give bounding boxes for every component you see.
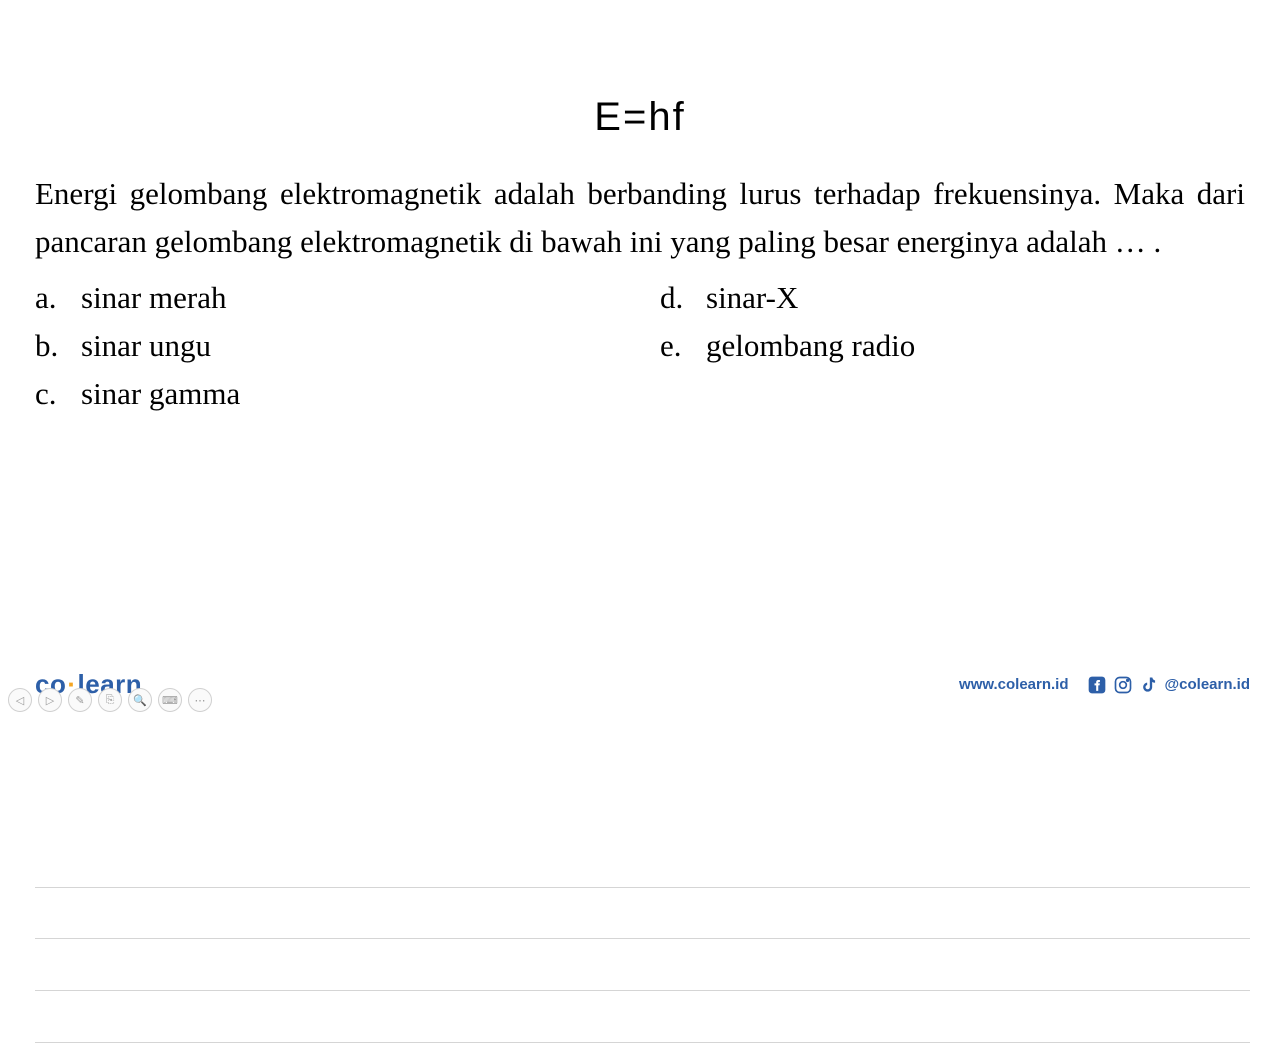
nav-keyboard-button[interactable]: ⌨ [158, 688, 182, 712]
option-label: b. [35, 322, 81, 370]
option-text: sinar merah [81, 274, 620, 322]
nav-copy-button[interactable]: ⎘ [98, 688, 122, 712]
option-text: gelombang radio [706, 322, 1245, 370]
options-column-left: a. sinar merah b. sinar ungu c. sinar ga… [35, 274, 620, 418]
option-label: d. [660, 274, 706, 322]
website-url: www.colearn.id [959, 676, 1068, 693]
nav-more-button[interactable]: ⋯ [188, 688, 212, 712]
guide-line [35, 990, 1250, 991]
option-label: c. [35, 370, 81, 418]
option-text: sinar-X [706, 274, 1245, 322]
option-d: d. sinar-X [660, 274, 1245, 322]
guide-line [35, 938, 1250, 939]
nav-next-button[interactable]: ▷ [38, 688, 62, 712]
nav-controls: ◁ ▷ ✎ ⎘ 🔍 ⌨ ⋯ [8, 688, 212, 712]
options-container: a. sinar merah b. sinar ungu c. sinar ga… [35, 274, 1245, 418]
option-b: b. sinar ungu [35, 322, 620, 370]
option-e: e. gelombang radio [660, 322, 1245, 370]
social-group: @colearn.id [1087, 675, 1250, 695]
tiktok-icon [1139, 675, 1159, 695]
facebook-icon [1087, 675, 1107, 695]
option-c: c. sinar gamma [35, 370, 620, 418]
option-label: e. [660, 322, 706, 370]
guide-line [35, 887, 1250, 888]
nav-prev-button[interactable]: ◁ [8, 688, 32, 712]
equation-annotation: E=hf [35, 95, 1245, 140]
option-a: a. sinar merah [35, 274, 620, 322]
question-text: Energi gelombang elektromagnetik adalah … [35, 170, 1245, 266]
instagram-icon [1113, 675, 1133, 695]
footer-right: www.colearn.id @colearn.id [959, 675, 1250, 695]
nav-zoom-button[interactable]: 🔍 [128, 688, 152, 712]
nav-pen-button[interactable]: ✎ [68, 688, 92, 712]
option-text: sinar gamma [81, 370, 620, 418]
content-area: E=hf Energi gelombang elektromagnetik ad… [0, 0, 1280, 418]
option-text: sinar ungu [81, 322, 620, 370]
option-label: a. [35, 274, 81, 322]
social-handle: @colearn.id [1165, 676, 1250, 693]
options-column-right: d. sinar-X e. gelombang radio [660, 274, 1245, 418]
